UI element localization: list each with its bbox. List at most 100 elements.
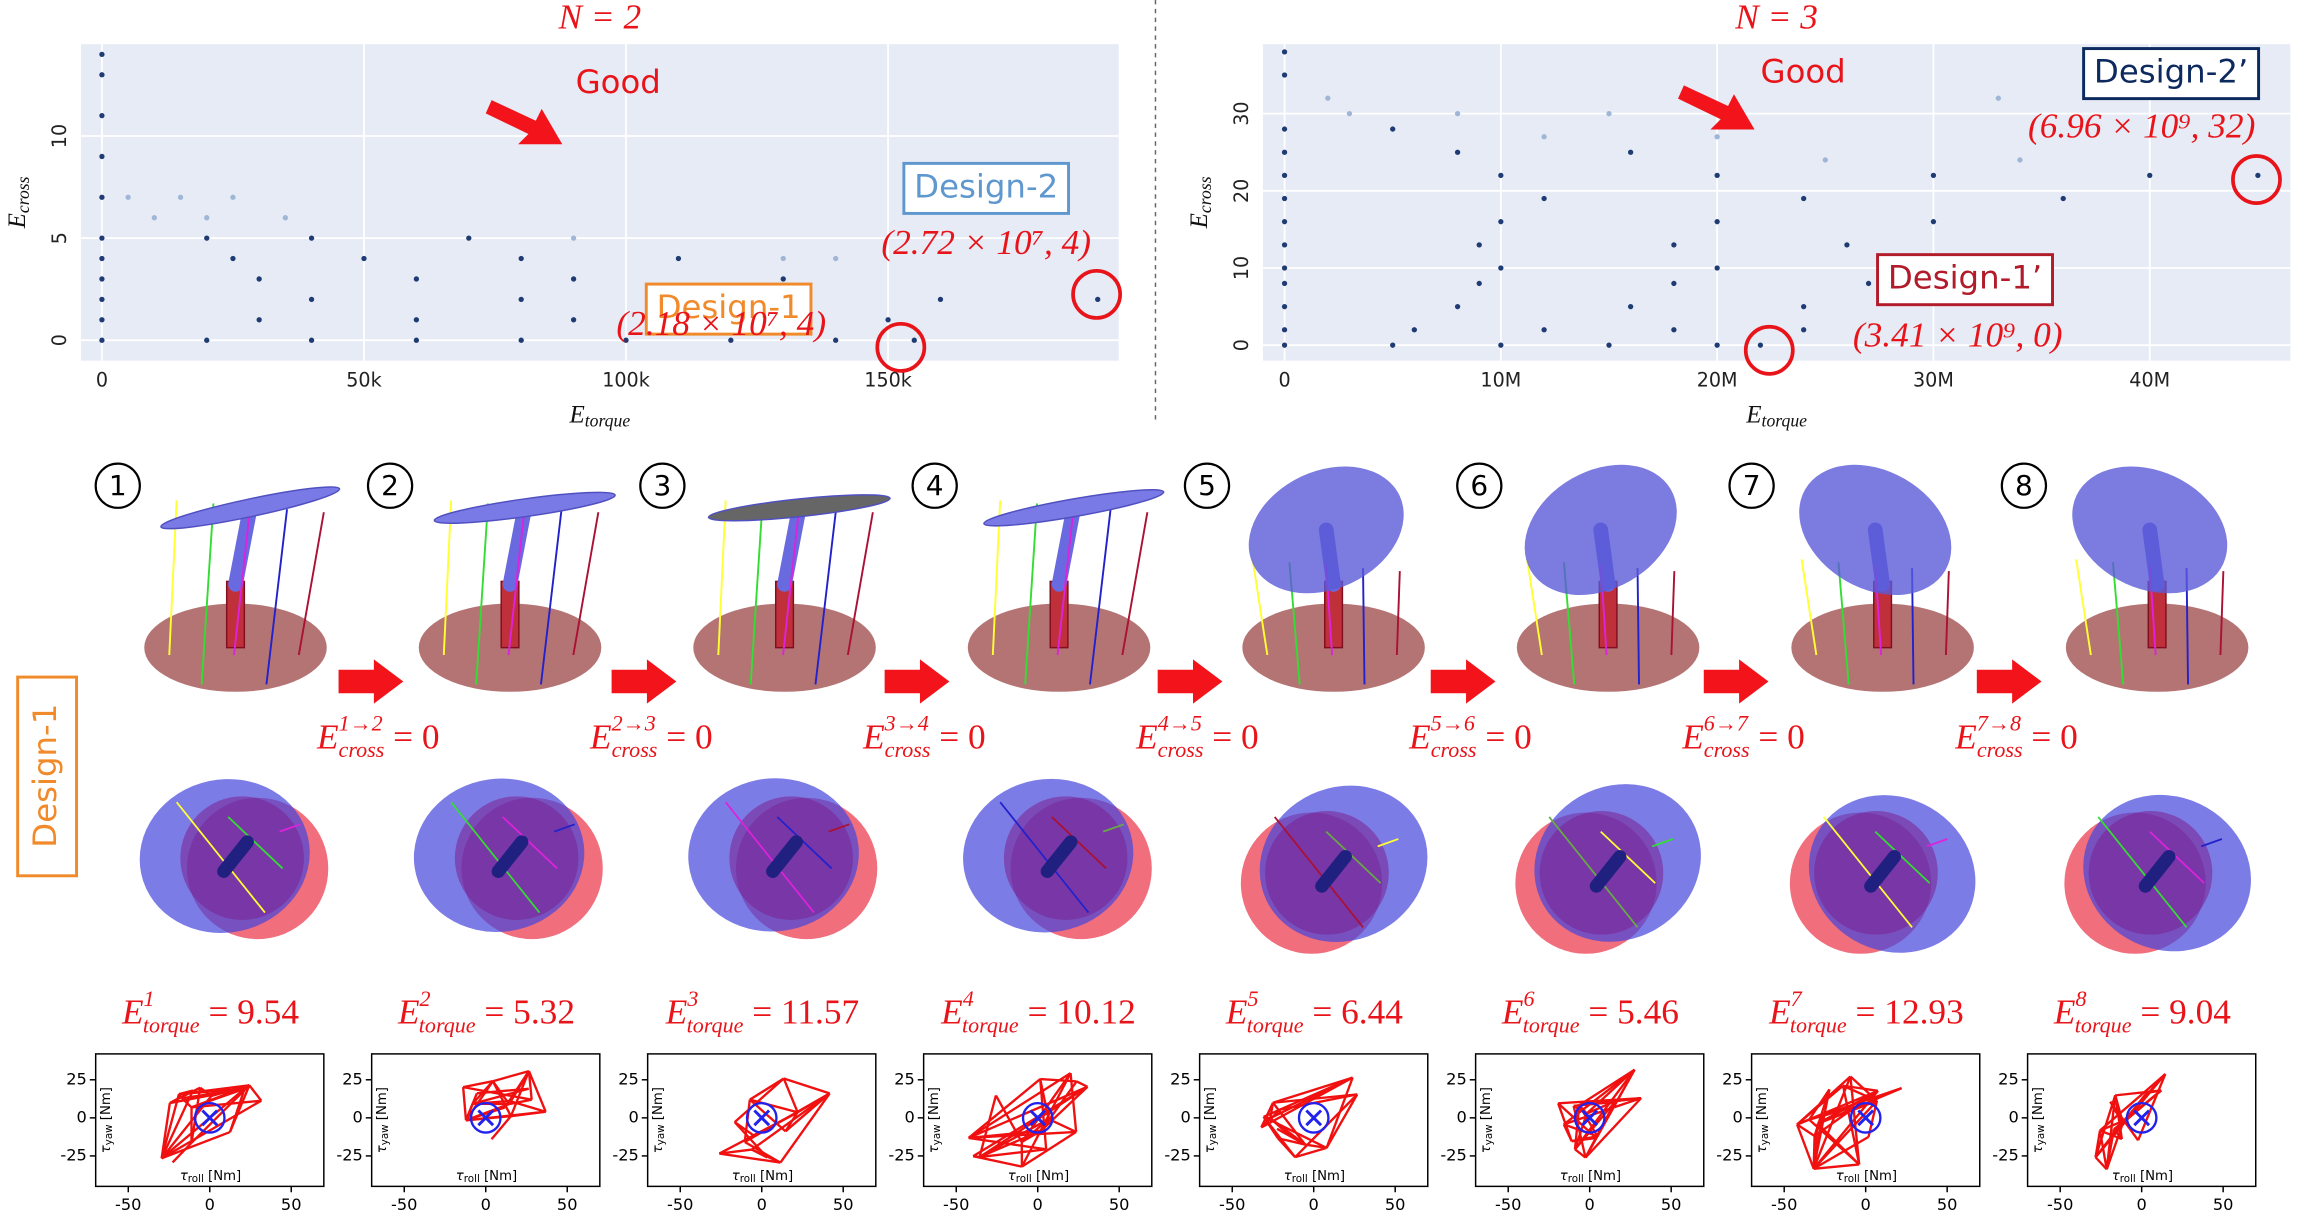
label-value: 10.12 <box>1056 993 1135 1032</box>
axis-space <box>2031 1120 2046 1124</box>
axis-space <box>375 1120 390 1124</box>
scatter-point <box>99 255 105 262</box>
polytope-edge <box>1584 1097 1642 1159</box>
torque-plot-frame <box>370 1053 601 1188</box>
design-label: Design-1 <box>26 704 64 848</box>
polytope-edge <box>160 1095 213 1160</box>
cable-top <box>279 823 301 833</box>
y-tick-label: -25 <box>336 1145 362 1164</box>
label-sup: 2→3 <box>612 711 656 736</box>
origin-cross <box>1305 1109 1323 1127</box>
scatter-point <box>728 337 734 343</box>
y-axis-label: Ecross <box>1186 176 1215 229</box>
scatter-point <box>570 276 577 282</box>
x-axis-label: τroll [Nm] <box>180 1169 241 1185</box>
scatter-point <box>1541 134 1547 140</box>
scatter-point <box>1865 280 1872 287</box>
polytope-edge <box>972 1085 1089 1158</box>
scatter-point <box>518 337 524 343</box>
polytope-edge <box>510 1110 546 1118</box>
origin-cross <box>2133 1109 2151 1127</box>
scatter-point <box>1606 110 1612 117</box>
label-sup: 7 <box>1791 986 1803 1011</box>
scatter-point <box>1714 342 1720 348</box>
cable-top <box>1325 830 1382 884</box>
y-tick-label: 30 <box>1230 101 1253 125</box>
label-main: E <box>121 993 144 1032</box>
cable <box>1362 568 1366 685</box>
axis-sub: roll <box>1016 1173 1032 1185</box>
step-circle <box>2000 462 2048 509</box>
good-label: Good <box>576 63 661 101</box>
polytope-edge <box>171 1142 193 1164</box>
axis-unit: [Nm] <box>760 1169 793 1184</box>
axis-sub: roll <box>1292 1173 1308 1185</box>
label-sub: torque <box>962 1012 1019 1037</box>
design-box <box>16 675 79 878</box>
cable-top <box>999 801 1090 914</box>
polytope-edge <box>1020 1072 1072 1168</box>
y-tick-label: 20 <box>1230 179 1253 203</box>
label-sup: 4 <box>963 986 974 1011</box>
polytope-edge <box>972 1155 1023 1168</box>
torque-label: E5 torque = 6.44 <box>1225 986 1403 1037</box>
origin-cross <box>477 1109 495 1127</box>
step-circle <box>1728 462 1775 509</box>
polytope-edge <box>1795 1124 1815 1170</box>
polytope-edge <box>1269 1102 1275 1119</box>
axis-main: τ <box>2031 1144 2046 1153</box>
polytope-edge <box>191 1087 245 1109</box>
x-tick-label: 0 <box>481 1195 491 1214</box>
scatter-point <box>1281 126 1288 132</box>
x-tick-label: 40M <box>2129 369 2170 392</box>
label-main: E <box>397 993 420 1032</box>
polytope-edge <box>2098 1130 2108 1170</box>
axis-main: τ <box>1203 1144 1218 1153</box>
step-arrow <box>884 659 950 704</box>
cable <box>717 500 727 656</box>
polytope-edge <box>2094 1130 2102 1158</box>
y-tick-label: 25 <box>1446 1069 1467 1088</box>
y-axis-label: τyaw [Nm] <box>1479 1087 1495 1153</box>
cross-error-label: E1→2 cross = 0 <box>316 711 440 762</box>
step-digit: 5 <box>1198 469 1216 502</box>
scatter-point <box>1498 219 1504 225</box>
design-1-coord: (3.41 × 10⁹, 0) <box>1853 316 2063 355</box>
axis-sub: yaw <box>379 1124 391 1145</box>
origin-circle <box>2125 1101 2158 1134</box>
x-axis-label: τroll [Nm] <box>1560 1169 1621 1185</box>
scatter-point <box>1281 280 1288 287</box>
torque-plot-frame <box>1474 1053 1705 1188</box>
design-2-label: Design-2 <box>914 167 1058 205</box>
cable <box>539 509 563 685</box>
polytope-edge <box>527 1070 533 1100</box>
x-axis-label: τroll [Nm] <box>1284 1169 1345 1185</box>
robot-top <box>1240 785 1428 954</box>
label-sup: 5→6 <box>1431 711 1475 736</box>
label-eq: = <box>930 717 968 756</box>
platform <box>433 491 616 524</box>
robot-side <box>1516 464 1700 692</box>
cable-top <box>1377 838 1399 848</box>
cable <box>507 506 526 656</box>
polytope-edge <box>968 1136 1047 1151</box>
chart-title: N = 3 <box>1734 0 1818 37</box>
scatter-point <box>1454 303 1461 310</box>
cable <box>1024 503 1038 685</box>
origin-cross <box>1857 1109 1875 1127</box>
label-eq: = <box>1750 717 1788 756</box>
cable <box>1056 506 1075 656</box>
polytope-edge <box>978 1118 1050 1159</box>
label-eq: = <box>2132 993 2170 1032</box>
y-tick-label: 0 <box>904 1107 914 1126</box>
design-1-coord: (2.18 × 10⁷, 4) <box>616 304 826 343</box>
robot-top <box>413 778 603 940</box>
x-tick-label: 30M <box>1913 369 1954 392</box>
axis-sub: roll <box>1844 1173 1860 1185</box>
scatter-point <box>230 255 236 262</box>
origin-cross <box>753 1109 771 1127</box>
scatter-point <box>99 153 105 160</box>
scatter-point <box>833 255 839 262</box>
axis-sub: yaw <box>1207 1124 1219 1145</box>
cable <box>475 503 489 685</box>
